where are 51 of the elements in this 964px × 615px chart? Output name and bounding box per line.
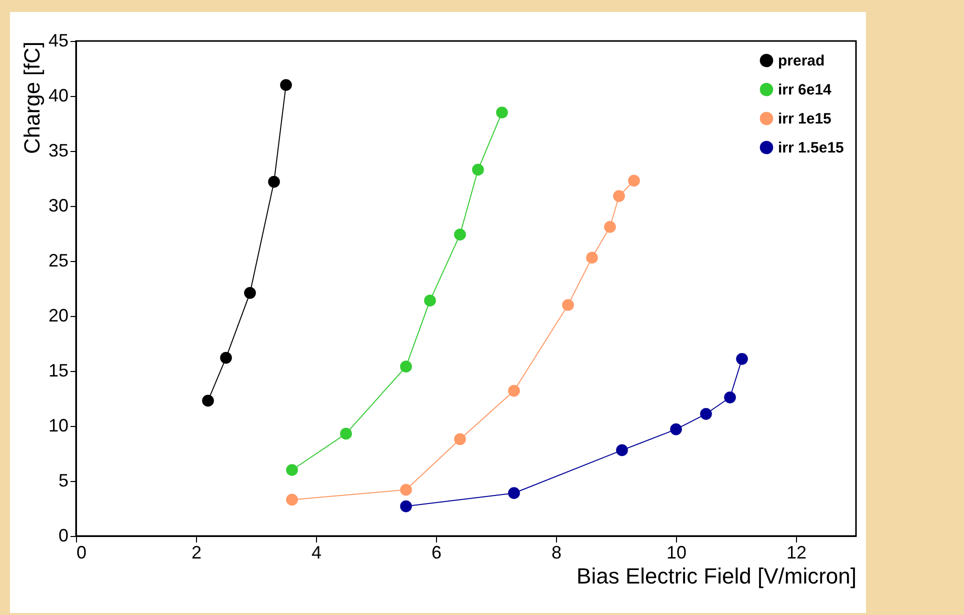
point: [736, 352, 748, 365]
point: [508, 384, 520, 397]
point: [472, 164, 484, 176]
point: [400, 484, 412, 496]
y-axis-title: Charge [fC]: [19, 42, 44, 154]
point: [670, 423, 682, 436]
point: [562, 299, 574, 311]
point: [496, 106, 508, 118]
legend-label: irr 1.5e15: [778, 140, 844, 156]
y-tick-label: 5: [58, 470, 68, 490]
point: [616, 444, 628, 456]
point: [400, 500, 412, 512]
point: [268, 176, 280, 188]
point: [244, 286, 256, 299]
x-axis-title: Bias Electric Field [V/micron]: [576, 564, 856, 588]
point: [700, 408, 712, 420]
point: [202, 394, 214, 407]
point: [286, 494, 298, 506]
y-tick-label: 45: [48, 30, 68, 50]
x-tick-label: 8: [551, 542, 562, 562]
x-tick-label: 0: [76, 542, 87, 562]
point: [286, 464, 298, 476]
legend-label: irr 1e15: [778, 110, 832, 128]
y-tick-label: 25: [48, 250, 68, 270]
point: [613, 190, 625, 202]
x-tick-label: 12: [786, 542, 807, 562]
y-tick-label: 10: [48, 416, 68, 436]
point: [508, 487, 520, 500]
point: [280, 79, 292, 91]
point: [424, 294, 436, 307]
point: [400, 360, 412, 373]
point: [604, 220, 616, 233]
point: [340, 428, 352, 440]
point: [724, 391, 736, 404]
y-tick-label: 35: [48, 140, 68, 160]
point: [454, 228, 466, 241]
y-tick-label: 30: [48, 196, 68, 216]
point: [454, 433, 466, 446]
y-tick-label: 15: [48, 360, 68, 380]
point: [628, 174, 640, 187]
x-tick-label: 6: [431, 542, 442, 562]
point: [220, 352, 232, 364]
y-tick-label: 20: [48, 306, 68, 326]
point: [586, 252, 598, 264]
x-tick-label: 2: [191, 542, 202, 562]
y-tick-label: 40: [48, 86, 68, 106]
x-tick-label: 4: [311, 542, 322, 562]
y-tick-label: 0: [58, 526, 68, 546]
legend-label: prerad: [778, 52, 825, 70]
x-tick-label: 10: [666, 542, 687, 562]
legend-label: irr 6e14: [778, 82, 832, 98]
